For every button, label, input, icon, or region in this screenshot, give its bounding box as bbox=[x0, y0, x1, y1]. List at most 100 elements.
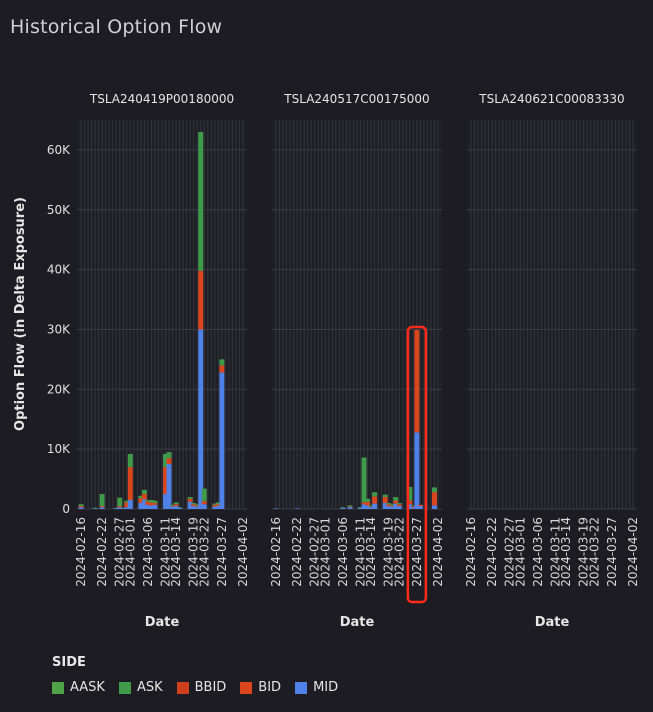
bar-segment-bid bbox=[417, 504, 423, 507]
bar-segment-ask bbox=[99, 494, 105, 507]
x-axis-label: Date bbox=[340, 615, 375, 630]
x-tick-label: 2024-03-22 bbox=[392, 517, 406, 587]
bar-segment-ask bbox=[141, 489, 147, 495]
bar-segment-bid bbox=[389, 505, 395, 507]
x-tick-label: 2024-03-11 bbox=[159, 517, 173, 587]
bar-segment-mid bbox=[365, 505, 371, 509]
x-tick-label: 2024-03-22 bbox=[587, 517, 601, 587]
bar-segment-mid bbox=[396, 506, 402, 509]
bar-segment-mid bbox=[152, 504, 158, 509]
legend-item-aask[interactable]: AASK bbox=[52, 680, 105, 695]
bar-segment-bid bbox=[99, 506, 105, 508]
bar-segment-mid bbox=[120, 508, 126, 509]
bar-segment-ask bbox=[389, 504, 395, 506]
bar-segment-mid bbox=[386, 506, 392, 509]
bar-segment-ask bbox=[368, 505, 374, 507]
bar-segment-mid bbox=[113, 508, 119, 509]
bar-segment-bid bbox=[372, 496, 378, 504]
bar-segment-bid bbox=[212, 504, 218, 507]
x-tick-label: 2024-02-27 bbox=[113, 517, 127, 587]
bar-segment-bid bbox=[141, 494, 147, 500]
legend-label-mid: MID bbox=[313, 680, 339, 695]
bar-segment-bid bbox=[365, 501, 371, 506]
bar-segment-mid bbox=[358, 507, 364, 509]
legend-item-mid[interactable]: MID bbox=[295, 680, 338, 695]
y-tick-label: 20K bbox=[47, 382, 71, 396]
bar-segment-ask bbox=[393, 497, 399, 501]
bar-segment-ask bbox=[212, 503, 218, 505]
bar-segment-mid bbox=[431, 505, 437, 509]
bar-segment-mid bbox=[117, 507, 123, 509]
bar-segment-bid bbox=[166, 458, 172, 465]
x-tick-label: 2024-02-16 bbox=[269, 517, 283, 587]
legend-item-bid[interactable]: BID bbox=[240, 680, 281, 695]
facet-panel: TSLA240621C00083330 2024-02-16 2024-02-22 2… bbox=[464, 92, 640, 630]
bar-segment-bid bbox=[148, 502, 154, 506]
bar-segment-bid bbox=[219, 365, 225, 373]
bar-segment-ask bbox=[120, 507, 126, 509]
x-tick-label: 2024-03-27 bbox=[410, 517, 424, 587]
highlight-box bbox=[406, 325, 428, 604]
x-axis-label: Date bbox=[145, 615, 180, 630]
bar-segment-mid bbox=[127, 500, 133, 509]
x-axis-label: Date bbox=[535, 615, 570, 630]
bar-segment-mid bbox=[187, 501, 193, 509]
y-tick-label: 0 bbox=[62, 502, 70, 516]
bar-segment-bid bbox=[201, 501, 207, 505]
bar-segment-bid bbox=[368, 506, 374, 508]
bar-segment-ask bbox=[372, 492, 378, 497]
bar-segment-ask bbox=[194, 504, 200, 506]
bar-segment-bid bbox=[414, 330, 420, 433]
bar-segment-bid bbox=[78, 506, 84, 508]
x-tick-label: 2024-02-27 bbox=[308, 517, 322, 587]
x-tick-label: 2024-03-19 bbox=[187, 517, 201, 587]
bar-segment-bid bbox=[347, 506, 353, 508]
bar-segment-ask bbox=[431, 487, 437, 493]
legend-item-ask[interactable]: ASK bbox=[118, 680, 163, 695]
legend-items: AASK ASK BBID BID MID bbox=[52, 680, 338, 695]
bar-segment-bid bbox=[163, 467, 169, 495]
bar-segment-mid bbox=[92, 508, 98, 509]
x-tick-label: 2024-03-06 bbox=[141, 517, 155, 587]
x-tick-label: 2024-04-02 bbox=[626, 517, 640, 587]
y-tick-label: 30K bbox=[47, 322, 71, 336]
x-tick-label: 2024-02-22 bbox=[95, 517, 109, 587]
legend-swatch-aask bbox=[52, 681, 64, 694]
legend-item-bbid[interactable]: BBID bbox=[176, 680, 226, 695]
bar-segment-mid bbox=[78, 507, 84, 509]
bar-segment-ask bbox=[407, 486, 413, 501]
x-tick-label: 2024-02-22 bbox=[290, 517, 304, 587]
page-title: Historical Option Flow bbox=[10, 16, 223, 38]
bar-segment-bid bbox=[198, 270, 204, 330]
bar-segment-ask bbox=[113, 507, 119, 509]
bar-segment-ask bbox=[201, 488, 207, 502]
x-tick-label: 2024-03-14 bbox=[559, 517, 573, 587]
x-tick-label: 2024-04-02 bbox=[431, 517, 445, 587]
legend-label-aask: AASK bbox=[70, 680, 105, 695]
x-tick-label: 2024-03-01 bbox=[513, 517, 527, 587]
bar-segment-mid bbox=[163, 494, 169, 509]
bar-segment-mid bbox=[294, 508, 300, 509]
legend-swatch-bbid bbox=[176, 681, 189, 694]
bar-segment-bid bbox=[145, 501, 151, 505]
x-tick-label: 2024-02-16 bbox=[74, 517, 88, 587]
x-tick-label: 2024-03-01 bbox=[123, 517, 137, 587]
bar-segment-ask bbox=[78, 504, 84, 507]
x-tick-label: 2024-02-16 bbox=[464, 517, 478, 587]
bar-segment-mid bbox=[191, 506, 197, 509]
bar-segment-mid bbox=[347, 507, 353, 509]
bar-segment-ask bbox=[152, 500, 158, 504]
bar-segment-ask bbox=[177, 507, 183, 508]
bar-segment-ask bbox=[396, 503, 402, 505]
facet-title: TSLA240517C00175000 bbox=[283, 92, 429, 106]
x-tick-label: 2024-04-02 bbox=[236, 517, 250, 587]
y-tick-label: 50K bbox=[47, 203, 71, 217]
y-tick-label: 40K bbox=[47, 263, 71, 277]
bar-segment-mid bbox=[417, 506, 423, 509]
bar-segment-ask bbox=[163, 453, 169, 468]
x-tick-label: 2024-03-19 bbox=[382, 517, 396, 587]
bar-segment-mid bbox=[170, 506, 176, 509]
bar-segment-mid bbox=[148, 505, 154, 509]
bar-segment-bid bbox=[407, 500, 413, 505]
bar-segment-bid bbox=[124, 502, 130, 508]
